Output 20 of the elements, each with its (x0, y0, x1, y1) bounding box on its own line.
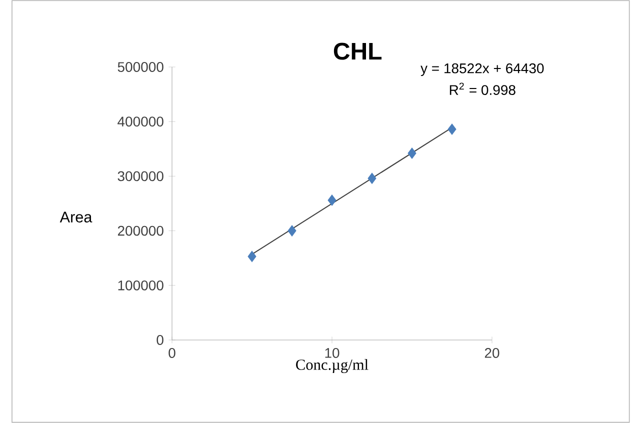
point (448, 124, 456, 135)
x-tick-label: 20 (484, 348, 500, 358)
point (408, 148, 416, 159)
annotation: y = 18522x + 64430 (420, 63, 544, 76)
annotation: R$^{2}$ = 0.998 (450, 82, 516, 95)
x-axis-title: Conc.µg/ml (296, 359, 368, 374)
point (328, 194, 336, 206)
y-axis-title: Area (60, 212, 92, 222)
chart-title: CHL (334, 42, 382, 60)
y-tick-label: 400000 (118, 116, 164, 127)
y-tick-label: 0 (156, 335, 164, 345)
point (288, 225, 296, 236)
y-tick-label: 200000 (118, 226, 164, 236)
y-tick-label: 300000 (118, 171, 164, 182)
x-tick-label: 0 (168, 348, 176, 358)
point (368, 172, 376, 184)
y-tick-label: 100000 (118, 280, 164, 290)
x-tick-label: 10 (325, 348, 340, 358)
point (248, 250, 256, 262)
y-tick-label: 500000 (118, 62, 164, 72)
